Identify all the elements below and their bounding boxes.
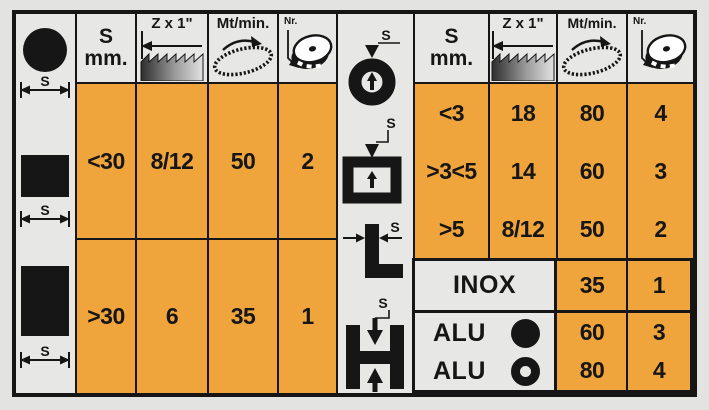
inox-values-bg xyxy=(556,261,690,310)
header-z-label: Z x 1" xyxy=(502,15,544,32)
alu-tube-row: ALU xyxy=(415,353,554,389)
h-beam-icon: S xyxy=(338,295,413,393)
grid-line xyxy=(626,261,628,310)
square-tube-icon: S xyxy=(338,115,413,208)
grid-line xyxy=(413,14,415,258)
grid-line xyxy=(135,14,137,393)
right-header-tooth-pitch: Z x 1" xyxy=(490,14,556,82)
grid-line xyxy=(626,313,628,390)
solid-circle-icon xyxy=(511,318,540,348)
right-row3-mt: 50 xyxy=(579,215,605,242)
left-header-speed: Mt/min. xyxy=(209,14,277,82)
band-loop-speed-icon xyxy=(561,36,623,77)
header-rule-left xyxy=(75,82,338,84)
left-row1-z: 8/12 xyxy=(150,147,194,174)
alu-solid-label: ALU xyxy=(433,318,486,347)
right-row1-mt: 80 xyxy=(579,99,605,126)
header-nr-label: Nr. xyxy=(633,16,647,27)
inox-mt: 35 xyxy=(579,272,605,298)
dim-label: S xyxy=(40,343,49,359)
left-row1-nr: 2 xyxy=(301,147,314,174)
grid-line xyxy=(554,313,557,390)
angle-profile-icon: S xyxy=(338,219,413,292)
right-table-body xyxy=(415,84,693,258)
saw-tooth-pitch-icon xyxy=(491,31,555,81)
alu-tube-mt: 80 xyxy=(579,357,605,383)
dim-label: S xyxy=(40,202,49,218)
left-row2-mt: 35 xyxy=(230,303,256,329)
dim-label: S xyxy=(386,116,395,131)
right-row3-s: >5 xyxy=(438,215,465,242)
dim-label: S xyxy=(378,297,387,311)
header-mt-label: Mt/min. xyxy=(216,15,270,32)
wheel-number-icon xyxy=(641,30,687,70)
left-header-tooth-pitch: Z x 1" xyxy=(137,14,207,82)
left-row2-nr: 1 xyxy=(301,303,314,329)
right-row2-z: 14 xyxy=(510,157,536,184)
grid-line xyxy=(488,14,490,258)
right-row1-s: <3 xyxy=(438,99,465,126)
dim-label: S xyxy=(390,222,399,235)
saw-tooth-pitch-icon xyxy=(140,31,204,81)
right-header-speed: Mt/min. xyxy=(558,14,626,82)
alu-solid-mt: 60 xyxy=(579,319,605,345)
grid-line xyxy=(336,14,338,393)
header-rule-right xyxy=(415,82,693,84)
round-tube-icon: S xyxy=(338,27,413,116)
right-row1-nr: 4 xyxy=(654,99,667,126)
right-header-wheel-number: Nr. xyxy=(628,14,693,82)
dim-label: S xyxy=(40,73,49,89)
solid-round-bar-icon: S xyxy=(19,26,71,104)
left-header-s-mm: S mm. xyxy=(77,14,135,82)
grid-line xyxy=(556,14,558,258)
grid-line xyxy=(75,14,77,393)
right-row1-z: 18 xyxy=(510,99,536,126)
left-row2-z: 6 xyxy=(165,303,179,329)
right-row2-nr: 3 xyxy=(654,157,667,184)
alu-values-bg xyxy=(556,313,690,390)
left-row1-mt: 50 xyxy=(230,147,256,174)
header-z-label: Z x 1" xyxy=(151,15,193,32)
grid-line xyxy=(626,14,628,258)
left-row-separator xyxy=(75,238,338,240)
right-row2-mt: 60 xyxy=(579,157,605,184)
wheel-number-icon xyxy=(287,30,333,70)
header-nr-label: Nr. xyxy=(284,16,298,27)
left-row1-s: <30 xyxy=(87,147,125,174)
header-s: S xyxy=(444,25,459,48)
right-row3-nr: 2 xyxy=(654,215,667,242)
band-loop-speed-icon xyxy=(212,36,274,77)
header-mm: mm. xyxy=(84,47,128,70)
inox-row-box: INOX 35 1 xyxy=(412,258,693,313)
header-mm: mm. xyxy=(429,47,474,70)
alu-rows-box: ALU ALU 60 3 80 4 xyxy=(412,310,693,393)
right-row3-z: 8/12 xyxy=(501,215,545,242)
grid-line xyxy=(207,14,209,393)
right-header-s-mm: S mm. xyxy=(415,14,488,82)
alu-solid-nr: 3 xyxy=(652,319,666,345)
header-mt-label: Mt/min. xyxy=(567,15,617,31)
alu-tube-label: ALU xyxy=(433,356,486,385)
alu-solid-row: ALU xyxy=(415,315,554,351)
dim-label: S xyxy=(381,28,390,43)
left-header-wheel-number: Nr. xyxy=(279,14,336,82)
solid-square-bar-icon: S xyxy=(19,153,71,229)
solid-flat-bar-icon: S xyxy=(19,264,71,370)
inox-label: INOX xyxy=(452,271,517,299)
grid-line xyxy=(277,14,279,393)
chart-frame: S S S xyxy=(12,10,697,397)
right-row2-s: >3<5 xyxy=(426,157,477,184)
grid-line xyxy=(554,261,557,310)
hollow-circle-icon xyxy=(511,356,540,386)
alu-tube-nr: 4 xyxy=(652,357,666,383)
header-s: S xyxy=(98,25,113,48)
inox-nr: 1 xyxy=(652,272,666,298)
left-row2-s: >30 xyxy=(87,303,125,329)
